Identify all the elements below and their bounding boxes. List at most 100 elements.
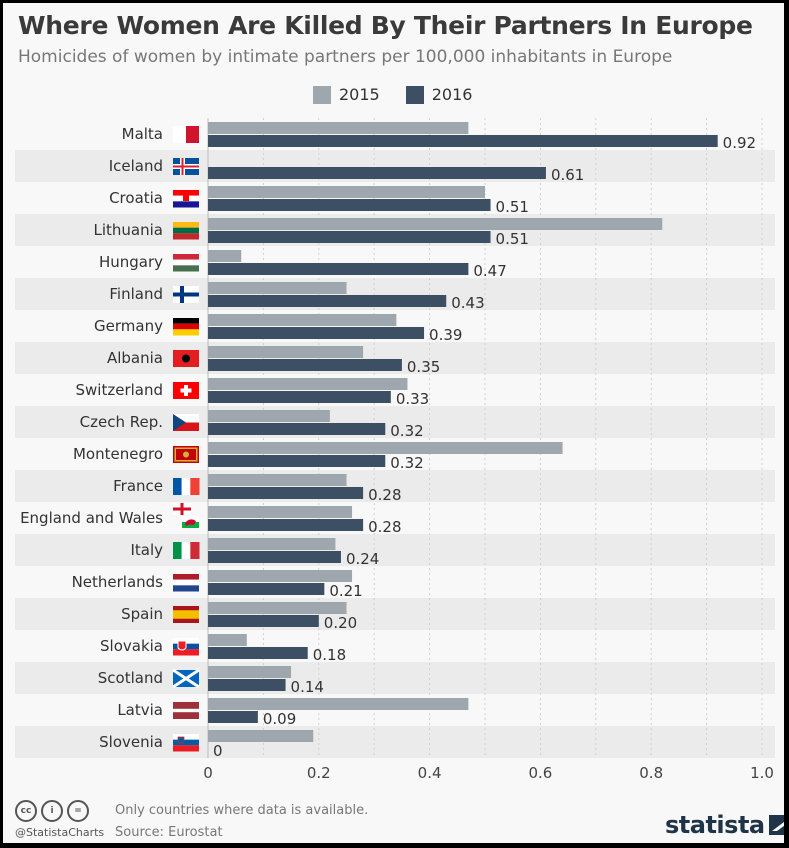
flag-part (182, 522, 199, 528)
bar-2015 (208, 474, 347, 486)
data-label-2016: 0 (213, 742, 223, 760)
switzerland-flag-icon (173, 382, 199, 399)
bar-2016 (208, 519, 364, 531)
legend-swatch-2015 (313, 85, 331, 104)
flag-part (173, 414, 199, 423)
category-label: Lithuania (94, 221, 163, 239)
row-background (15, 534, 775, 566)
category-label: England and Wales (20, 509, 163, 527)
flag-part (173, 318, 199, 324)
scotland-flag-icon (172, 668, 200, 689)
category-label: Slovenia (99, 733, 163, 751)
bar-2015 (208, 282, 347, 294)
data-label-2016: 0.24 (346, 550, 379, 568)
bar-2016 (208, 423, 386, 435)
flag-part (181, 542, 191, 559)
row-background (15, 406, 775, 438)
data-label-2016: 0.35 (407, 358, 440, 376)
flag-part (173, 323, 199, 330)
bar-2015 (208, 666, 292, 678)
x-tick-label: 0.4 (418, 764, 442, 782)
chart-subtitle: Homicides of women by intimate partners … (18, 47, 673, 67)
bar-chart: 0 0.2 0.4 0.6 0.8 1.0 Malta 0.92 Iceland 0.61 Croa… (15, 118, 775, 782)
x-tick-label: 0 (203, 764, 213, 782)
data-label-2016: 0.43 (451, 294, 484, 312)
category-label: Hungary (99, 253, 163, 271)
bar-row-hungary: Hungary 0.47 (99, 250, 507, 280)
montenegro-flag-icon (173, 446, 199, 463)
flag-part (173, 708, 199, 713)
row-background (15, 598, 775, 630)
netherlands-flag-icon (173, 574, 199, 592)
bar-2016 (208, 455, 386, 467)
bar-row-slovakia: Slovakia 0.18 (100, 634, 346, 664)
data-label-2016: 0.14 (291, 678, 324, 696)
bar-2016 (208, 263, 469, 275)
flag-part (181, 478, 191, 495)
flag-part (173, 649, 199, 656)
bar-2015 (208, 250, 242, 262)
logo-text: statista (665, 811, 765, 839)
statista-logo-icon (768, 815, 784, 835)
source: Source: Eurostat (115, 825, 223, 840)
bar-2016 (208, 551, 341, 563)
row-background (15, 470, 775, 502)
flag-part (177, 640, 187, 651)
bar-row-malta: Malta 0.92 (122, 122, 756, 152)
bar-2016 (208, 359, 402, 371)
category-label: Malta (122, 125, 163, 143)
legend-label-2016: 2016 (431, 85, 473, 104)
croatia-flag-icon (173, 190, 199, 208)
footnote: Only countries where data is available. (115, 803, 369, 818)
category-label: Netherlands (72, 573, 164, 591)
row-background (15, 726, 775, 758)
bar-2015 (208, 698, 469, 710)
bar-row-france: France 0.28 (113, 474, 402, 504)
flag-part (173, 579, 199, 586)
flag-part (186, 126, 199, 143)
bar-row-switzerland: Switzerland 0.33 (76, 378, 429, 408)
x-tick-label: 0.6 (528, 764, 552, 782)
data-label-2016: 0.61 (551, 166, 584, 184)
x-tick-label: 0.2 (307, 764, 331, 782)
attribution-icon: i (41, 800, 63, 822)
data-label-2016: 0.32 (390, 422, 423, 440)
flag-part (180, 388, 192, 393)
bar-2016 (208, 583, 325, 595)
flag-part (173, 222, 199, 228)
category-label: Spain (121, 605, 163, 623)
italy-flag-icon (173, 542, 200, 559)
category-label: Switzerland (76, 381, 164, 399)
flag-part (173, 259, 199, 266)
bar-row-netherlands: Netherlands 0.21 (72, 570, 363, 600)
bar-2016 (208, 231, 491, 243)
bar-2015 (208, 570, 353, 582)
bar-2016 (208, 647, 308, 659)
bar-2015 (208, 410, 330, 422)
flag-part (182, 354, 190, 363)
bar-2015 (208, 442, 563, 454)
flag-part (173, 739, 199, 746)
category-label: Iceland (109, 157, 163, 175)
bar-row-italy: Italy 0.24 (130, 538, 379, 568)
bar-2015 (208, 122, 469, 134)
legend: 2015 2016 (313, 85, 472, 104)
england-wales-flags-icon (173, 503, 199, 528)
flag-part (177, 736, 185, 744)
bar-2016 (208, 295, 447, 307)
footer: cc i = @StatistaCharts Only countries wh… (3, 798, 784, 843)
twitter-handle: @StatistaCharts (15, 826, 105, 839)
category-label: France (113, 477, 163, 495)
bar-row-croatia: Croatia 0.51 (109, 186, 529, 216)
flag-part (173, 292, 199, 297)
row-background (15, 662, 775, 694)
flag-part (173, 542, 182, 559)
flag-part (183, 194, 189, 201)
france-flag-icon (173, 478, 200, 495)
flag-part (173, 254, 199, 260)
x-tick-label: 0.8 (639, 764, 663, 782)
bar-row-lithuania: Lithuania 0.51 (94, 218, 663, 248)
flag-part (183, 451, 189, 458)
flag-part (173, 585, 199, 592)
data-label-2016: 0.21 (329, 582, 362, 600)
